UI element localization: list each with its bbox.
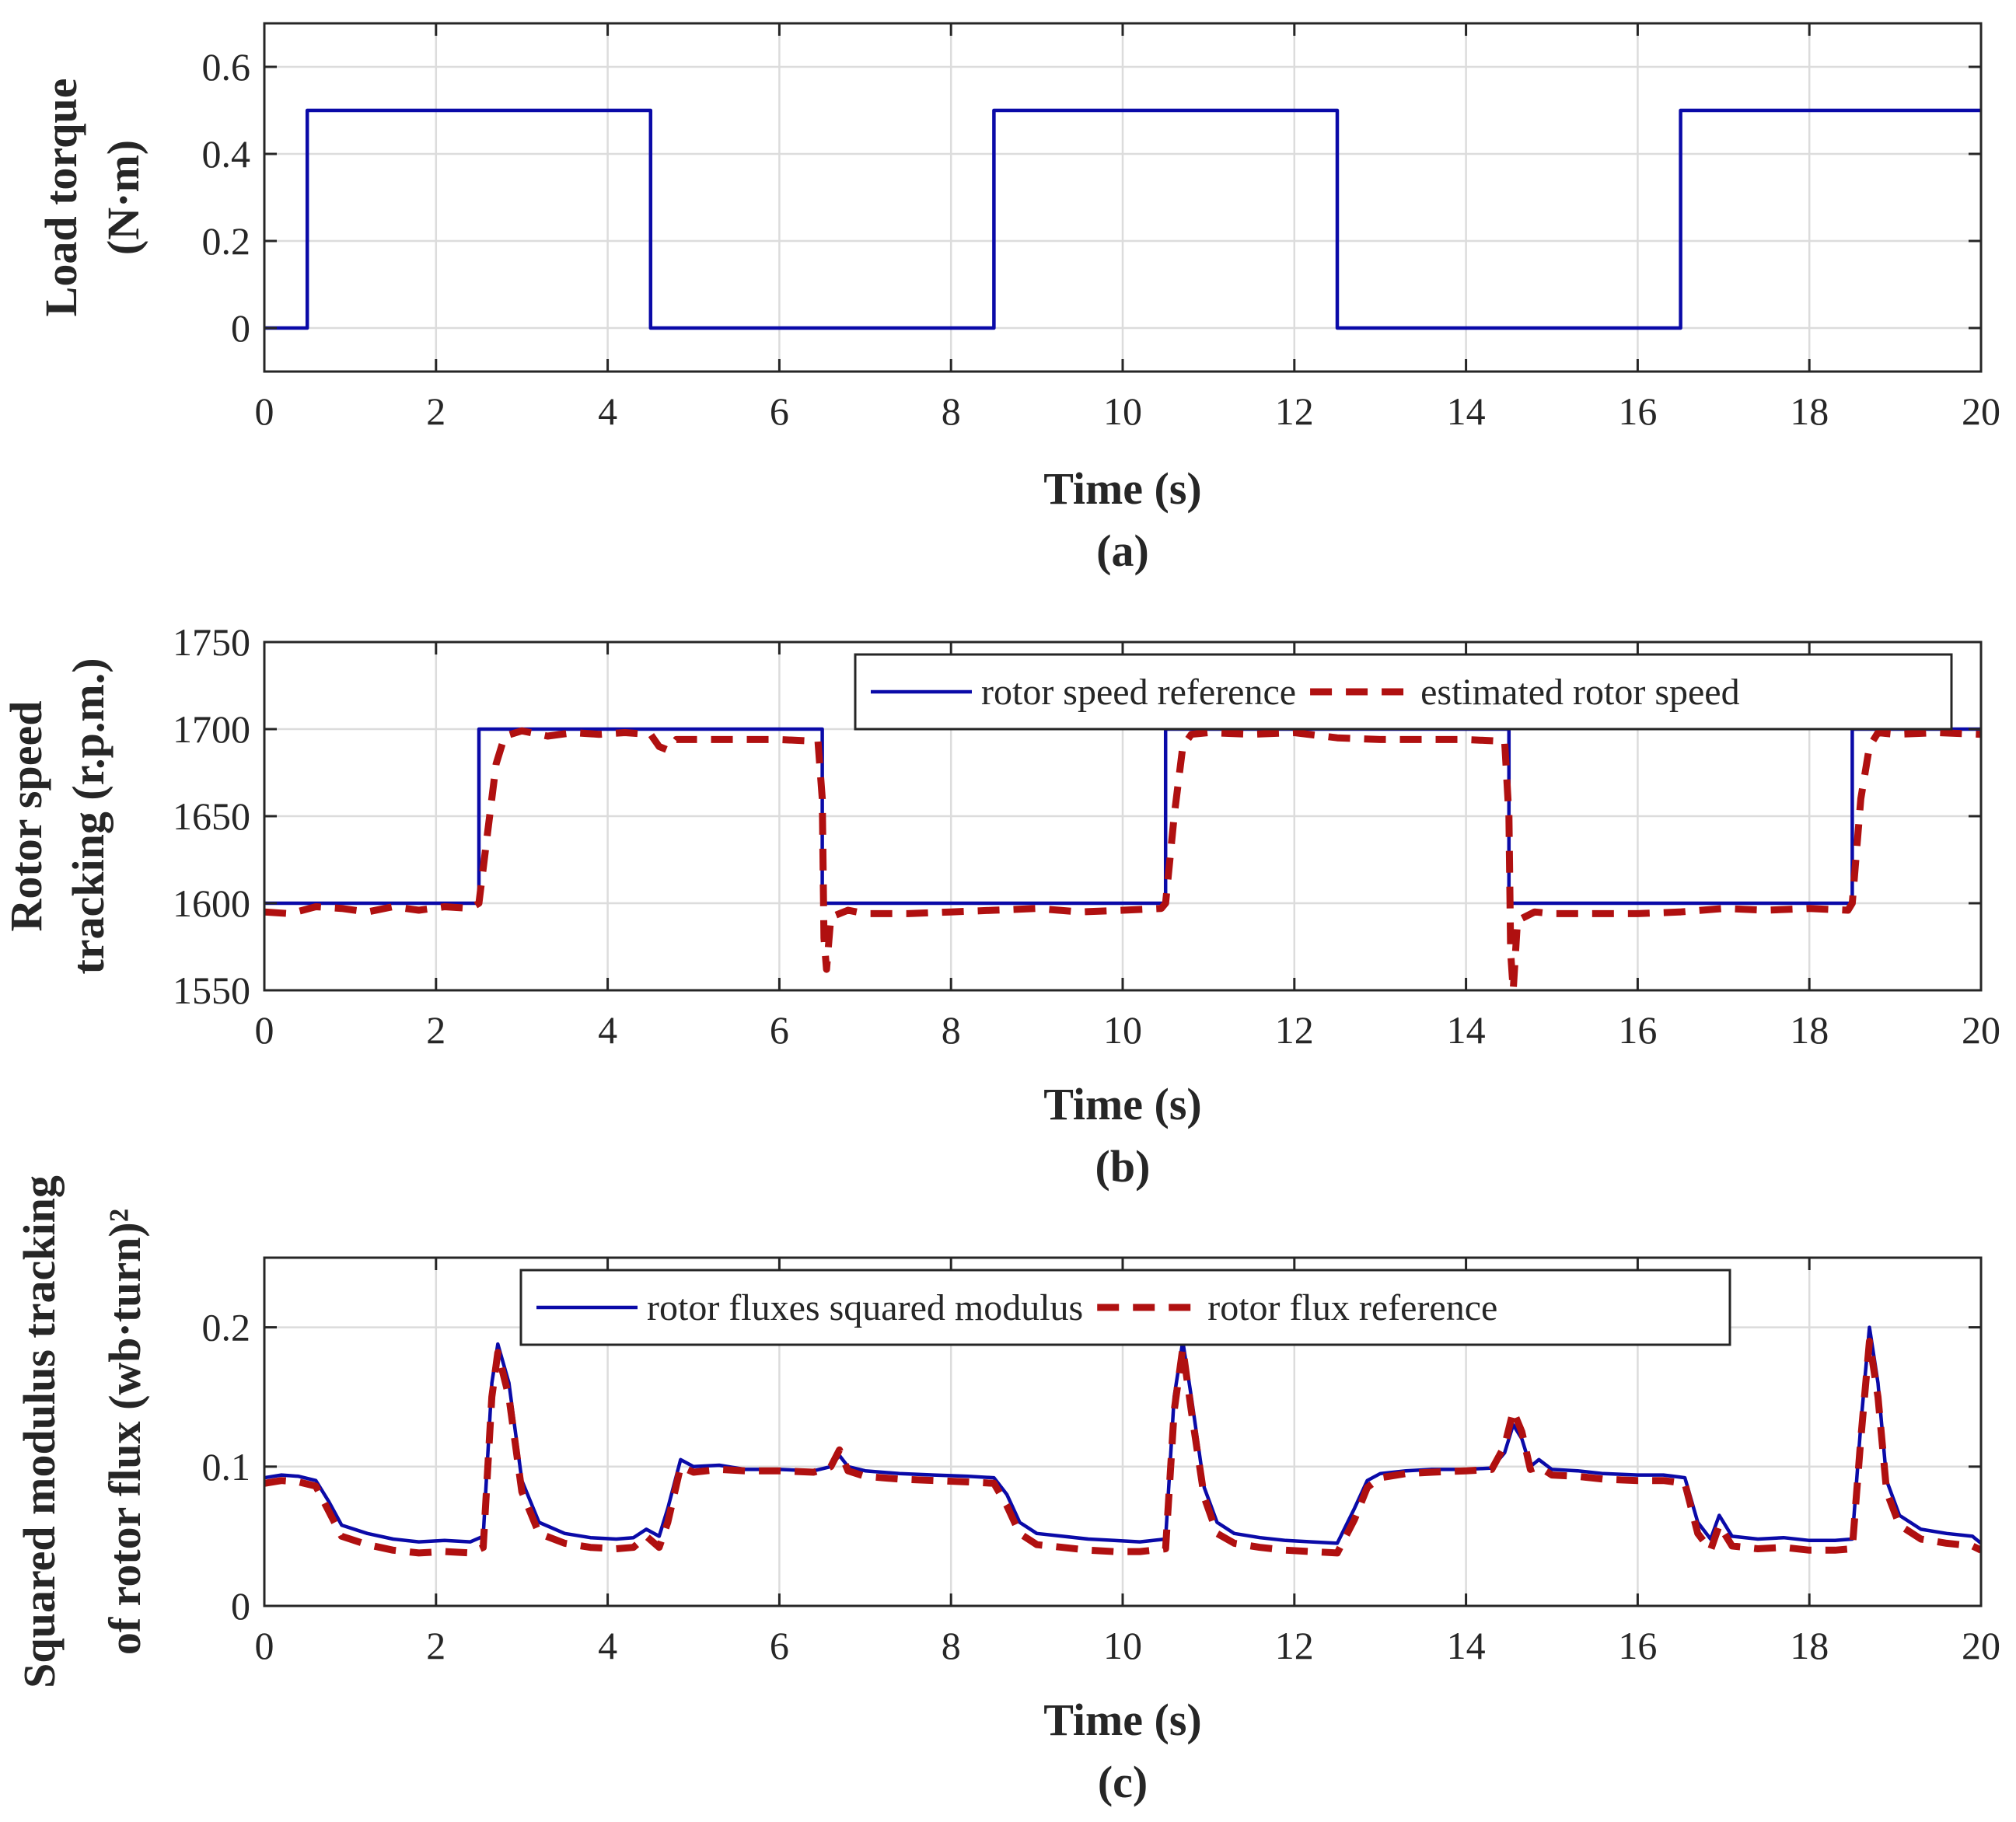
panel-b: 0 2 4 6 8 10 12 14 16 18 20 1550 1600 1650 1700 1750 Tim… [1, 620, 2000, 1192]
x-tick-label: 14 [1447, 389, 1486, 433]
y-tick-label: 0.2 [202, 1306, 251, 1349]
x-tick-label: 4 [598, 389, 617, 433]
series-line-estimated-rotor-speed [264, 727, 1981, 990]
x-tick-label: 12 [1275, 389, 1314, 433]
y-tick-label: 1700 [173, 707, 250, 751]
series-line-rotor-flux-reference [264, 1338, 1981, 1557]
x-axis-label: Time (s) [1043, 1079, 1202, 1129]
y-axis-label-line: (N·m) [98, 140, 148, 255]
y-axis-label-line: Squared modulus tracking [14, 1175, 65, 1688]
x-tick-label: 10 [1103, 1008, 1142, 1052]
legend-entry: rotor speed reference [981, 672, 1296, 713]
panel-label: (a) [1096, 525, 1149, 576]
y-tick-label: 1650 [173, 794, 250, 838]
x-tick-label: 6 [770, 389, 789, 433]
x-tick-label: 18 [1790, 1624, 1829, 1667]
y-tick-label: 0 [231, 306, 250, 350]
legend-entry: estimated rotor speed [1420, 672, 1740, 713]
x-tick-label: 6 [770, 1008, 789, 1052]
x-tick-label: 16 [1618, 1008, 1657, 1052]
x-tick-label: 4 [598, 1624, 617, 1667]
x-tick-label: 18 [1790, 389, 1829, 433]
y-tick-label: 0.4 [202, 132, 251, 176]
series-line-load-torque [264, 108, 1981, 330]
y-axis-label-line: Load torque [36, 79, 86, 317]
x-tick-label: 10 [1103, 389, 1142, 433]
legend-entry: rotor flux reference [1207, 1287, 1497, 1328]
x-tick-label: 14 [1447, 1624, 1486, 1667]
x-tick-label: 10 [1103, 1624, 1142, 1667]
x-tick-label: 16 [1618, 1624, 1657, 1667]
y-tick-label: 1750 [173, 620, 250, 664]
x-tick-label: 2 [426, 389, 445, 433]
y-axis-label-line: Rotor speed [1, 701, 51, 932]
y-tick-label: 1550 [173, 969, 250, 1012]
x-tick-label: 16 [1618, 389, 1657, 433]
x-tick-label: 8 [942, 389, 961, 433]
panel-label: (c) [1098, 1757, 1148, 1807]
x-tick-label: 20 [1962, 389, 2000, 433]
x-axis-label: Time (s) [1043, 1695, 1202, 1745]
x-tick-label: 6 [770, 1624, 789, 1667]
x-axis-label: Time (s) [1043, 463, 1202, 514]
x-tick-label: 0 [255, 1624, 274, 1667]
x-tick-label: 8 [942, 1008, 961, 1052]
x-tick-label: 12 [1275, 1008, 1314, 1052]
panel-c: 0 2 4 6 8 10 12 14 16 18 20 0 0.1 0.2 Time (s) Squared … [14, 1175, 2000, 1807]
y-axis-label-line: of rotor flux (wb·turn)² [100, 1209, 150, 1655]
y-tick-label: 0 [231, 1584, 250, 1628]
legend-entry: rotor fluxes squared modulus [647, 1287, 1083, 1328]
x-tick-label: 8 [942, 1624, 961, 1667]
legend-box [519, 1269, 1731, 1346]
y-tick-label: 0.2 [202, 219, 251, 263]
x-tick-label: 14 [1447, 1008, 1486, 1052]
y-tick-label: 0.6 [202, 45, 251, 89]
panel-label: (b) [1095, 1141, 1151, 1192]
x-tick-label: 20 [1962, 1624, 2000, 1667]
x-tick-label: 2 [426, 1008, 445, 1052]
x-tick-label: 0 [255, 389, 274, 433]
x-tick-label: 0 [255, 1008, 274, 1052]
y-axis-label-line: tracking (r.p.m.) [63, 658, 114, 974]
x-tick-label: 4 [598, 1008, 617, 1052]
x-tick-label: 12 [1275, 1624, 1314, 1667]
x-tick-label: 18 [1790, 1008, 1829, 1052]
legend: rotor speed reference estimated rotor spe… [854, 653, 1953, 731]
y-tick-label: 1600 [173, 881, 250, 925]
y-tick-label: 0.1 [202, 1445, 251, 1489]
legend: rotor fluxes squared modulus rotor flux r… [519, 1269, 1731, 1346]
x-tick-label: 2 [426, 1624, 445, 1667]
x-tick-label: 20 [1962, 1008, 2000, 1052]
panel-a: 0 2 4 6 8 10 12 14 16 18 20 0 0.2 0.4 0.6 Time (s) Load … [36, 22, 2000, 576]
